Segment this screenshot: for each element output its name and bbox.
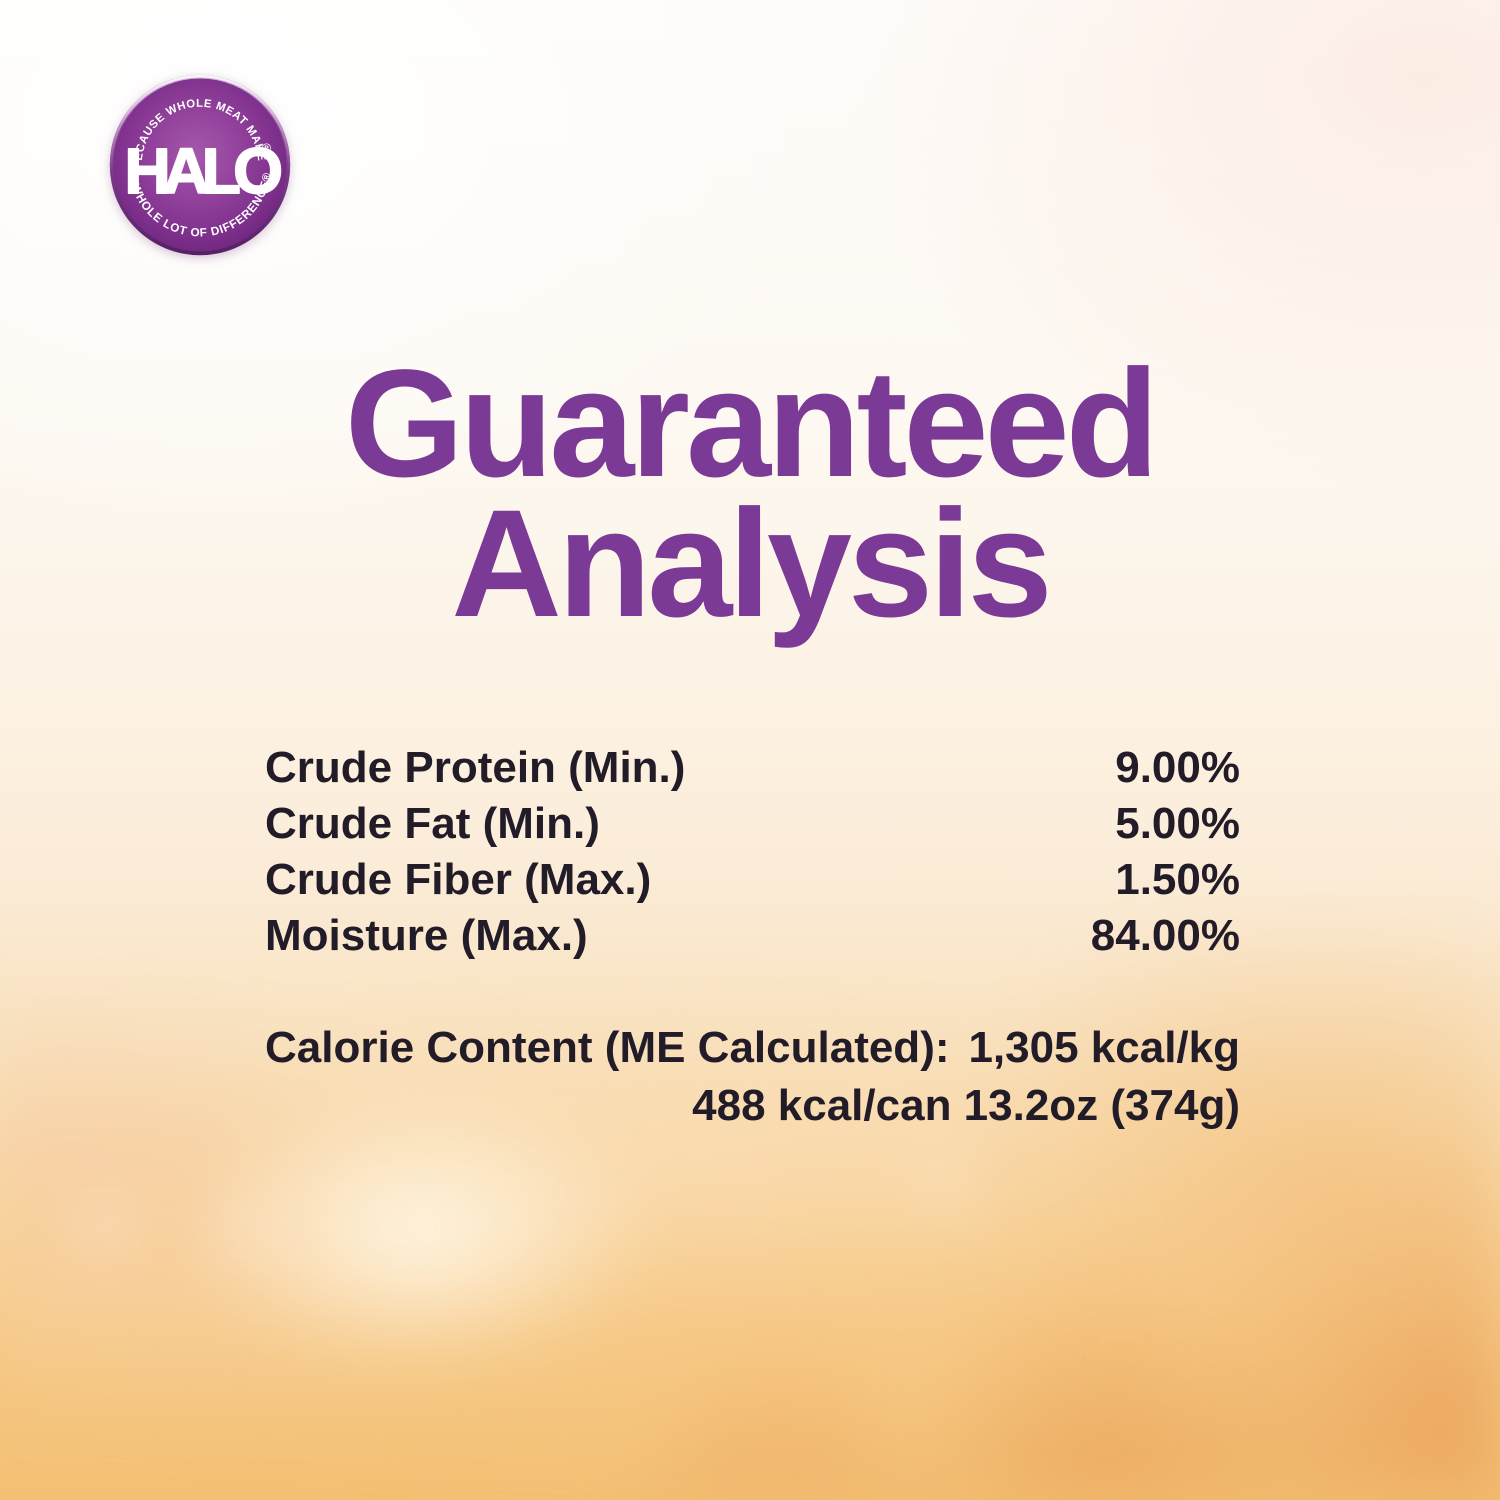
table-row: Crude Fiber (Max.) 1.50% — [265, 852, 1240, 908]
calorie-line1: Calorie Content (ME Calculated): 1,305 k… — [265, 1019, 1240, 1077]
title-line2: Analysis — [451, 478, 1052, 649]
table-row: Crude Protein (Min.) 9.00% — [265, 740, 1240, 796]
logo-registered-icon: ® — [262, 141, 271, 155]
row-label: Crude Fiber (Max.) — [265, 855, 652, 904]
row-value: 1.50% — [1115, 855, 1240, 904]
row-value: 5.00% — [1115, 799, 1240, 848]
logo-badge-face — [113, 78, 287, 252]
row-label: Crude Fat (Min.) — [265, 799, 600, 848]
halo-logo: BECAUSE WHOLE MEAT MAKES HALO ® A WHOLE … — [106, 71, 291, 256]
calorie-content-block: Calorie Content (ME Calculated): 1,305 k… — [265, 1019, 1240, 1135]
calorie-label: Calorie Content (ME Calculated): — [265, 1023, 950, 1072]
row-value: 9.00% — [1115, 743, 1240, 792]
row-label: Moisture (Max.) — [265, 911, 588, 960]
row-label: Crude Protein (Min.) — [265, 743, 686, 792]
row-value: 84.00% — [1090, 911, 1240, 960]
calorie-line2: 488 kcal/can 13.2oz (374g) — [692, 1081, 1240, 1130]
logo-badge-highlight — [109, 74, 291, 256]
calorie-value: 1,305 kcal/kg — [968, 1023, 1240, 1072]
table-row: Crude Fat (Min.) 5.00% — [265, 796, 1240, 852]
logo-wordmark: HALO — [125, 135, 282, 207]
table-row: Moisture (Max.) 84.00% — [265, 908, 1240, 964]
guaranteed-analysis-table: Crude Protein (Min.) 9.00% Crude Fat (Mi… — [265, 740, 1240, 964]
page-title: Guaranteed Analysis — [0, 347, 1500, 640]
title-line1: Guaranteed — [344, 338, 1159, 509]
